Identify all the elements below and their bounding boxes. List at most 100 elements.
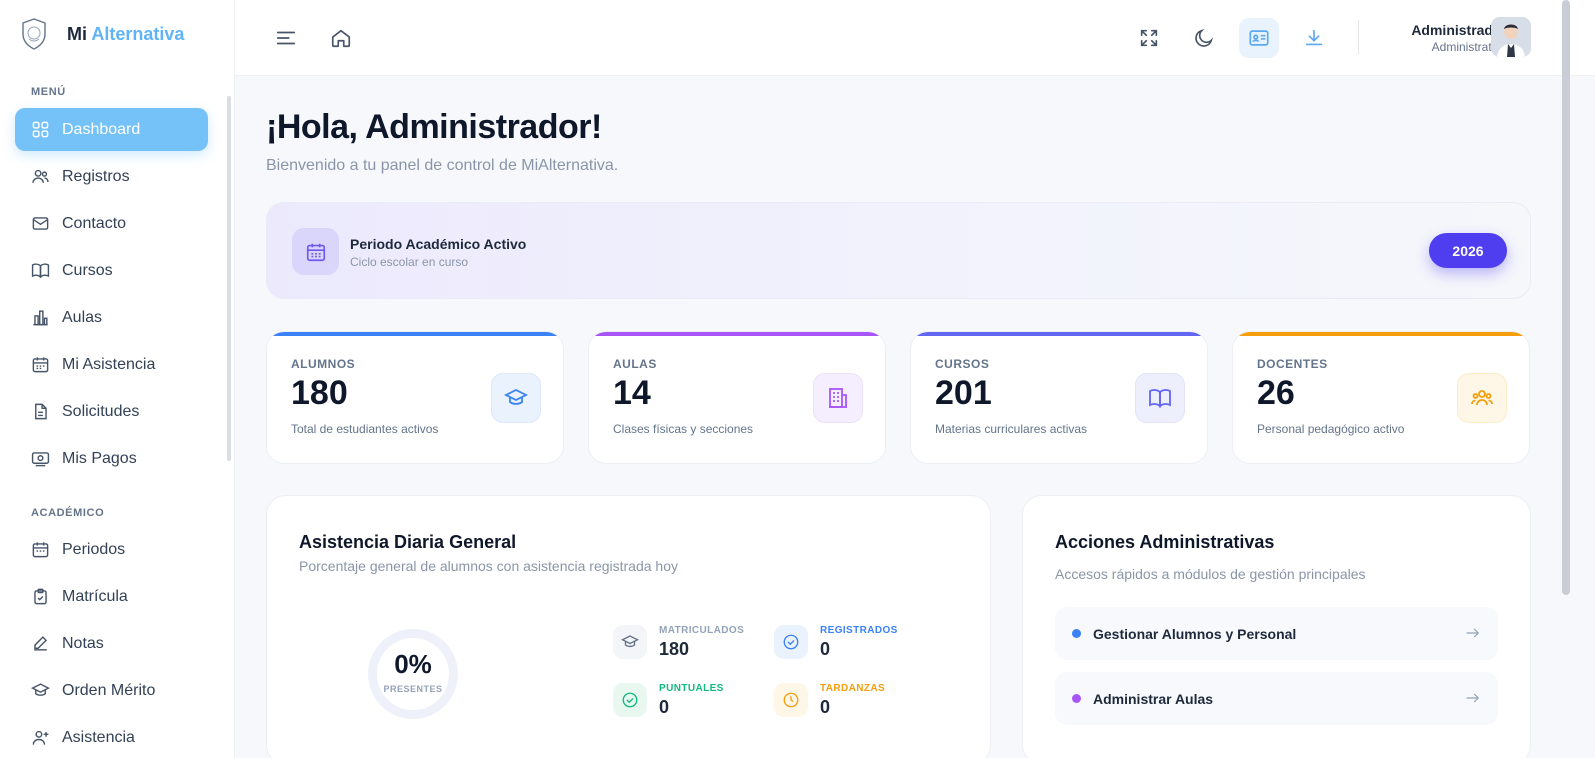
action-dot xyxy=(1072,629,1081,638)
file-icon xyxy=(35,403,47,420)
stat-card-cursos[interactable]: CURSOS 201 Materias curriculares activas xyxy=(910,331,1208,464)
page-scrollbar[interactable] xyxy=(1562,0,1570,595)
clock-icon xyxy=(783,692,799,708)
expand-icon xyxy=(1140,29,1158,47)
sidebar-item-registros[interactable]: Registros xyxy=(15,155,208,198)
metric-label: TARDANZAS xyxy=(820,683,886,694)
shield-logo-icon xyxy=(22,18,46,50)
action-label: Gestionar Alumnos y Personal xyxy=(1093,625,1297,642)
metric-icon-box xyxy=(613,683,647,717)
stat-value: 201 xyxy=(935,374,992,412)
sidebar-item-label: Dashboard xyxy=(62,120,141,138)
stat-description: Materias curriculares activas xyxy=(935,422,1088,436)
action-manage-students[interactable]: Gestionar Alumnos y Personal xyxy=(1055,607,1498,660)
stat-description: Clases físicas y secciones xyxy=(613,422,754,436)
sidebar-item-label: Solicitudes xyxy=(62,402,140,420)
sidebar-item-notas[interactable]: Notas xyxy=(15,622,208,665)
dark-mode-button[interactable] xyxy=(1184,18,1224,58)
sidebar-item-periodos[interactable]: Periodos xyxy=(15,528,208,571)
admin-actions-subtitle: Accesos rápidos a módulos de gestión pri… xyxy=(1055,566,1366,582)
metric-icon-box xyxy=(774,683,808,717)
stat-label: AULAS xyxy=(613,357,657,371)
period-year-button[interactable]: 2026 xyxy=(1429,233,1507,268)
metric-tardanzas: TARDANZAS 0 xyxy=(774,683,885,718)
sidebar-item-cursos[interactable]: Cursos xyxy=(15,249,208,292)
stat-value: 180 xyxy=(291,374,348,412)
sidebar-item-aulas[interactable]: Aulas xyxy=(15,296,208,339)
header-divider xyxy=(1358,20,1359,54)
sidebar-item-label: Asistencia xyxy=(62,728,135,746)
stat-accent-bar xyxy=(589,332,885,336)
stat-label: DOCENTES xyxy=(1257,357,1328,371)
brand[interactable]: Mi Alternativa xyxy=(20,17,184,51)
stat-description: Personal pedagógico activo xyxy=(1257,422,1405,436)
section-label-academico: ACADÉMICO xyxy=(31,507,105,519)
section-label-menu: MENÚ xyxy=(31,86,66,98)
attendance-percent: 0% xyxy=(394,649,432,679)
stat-card-alumnos[interactable]: ALUMNOS 180 Total de estudiantes activos xyxy=(266,331,564,464)
fullscreen-button[interactable] xyxy=(1129,18,1169,58)
sidebar-item-solicitudes[interactable]: Solicitudes xyxy=(15,390,208,433)
sidebar-item-asistencia[interactable]: Asistencia xyxy=(15,716,208,758)
menu-icon xyxy=(276,31,296,45)
sidebar-item-mi-asistencia[interactable]: Mi Asistencia xyxy=(15,343,208,386)
sidebar-item-mis-pagos[interactable]: Mis Pagos xyxy=(15,437,208,480)
check-circle-icon xyxy=(622,692,638,708)
sidebar: Mi Alternativa MENÚ Dashboard Registros … xyxy=(0,0,235,758)
building-chart-icon xyxy=(33,310,48,326)
book-icon xyxy=(1149,389,1171,408)
sidebar-item-label: Orden Mérito xyxy=(62,681,156,699)
book-icon xyxy=(31,263,50,279)
user-avatar-icon xyxy=(1491,17,1531,57)
user-plus-icon xyxy=(32,730,49,745)
metric-value: 0 xyxy=(659,697,670,717)
sidebar-scrollbar[interactable] xyxy=(227,96,231,461)
attendance-percent-label: PRESENTES xyxy=(383,684,443,694)
graduation-cap-icon xyxy=(621,635,639,648)
stat-accent-bar xyxy=(267,332,563,336)
download-button[interactable] xyxy=(1294,18,1334,58)
id-card-button[interactable] xyxy=(1239,18,1279,58)
user-role: Administrativo xyxy=(1431,40,1507,54)
graduation-cap-icon xyxy=(31,683,50,696)
sidebar-item-label: Mi Asistencia xyxy=(62,355,156,373)
stat-label: CURSOS xyxy=(935,357,990,371)
menu-toggle-button[interactable] xyxy=(266,18,306,58)
admin-actions-card: Acciones Administrativas Accesos rápidos… xyxy=(1022,495,1531,758)
money-icon xyxy=(31,452,50,467)
stat-icon-box xyxy=(1135,373,1185,423)
stat-icon-box xyxy=(813,373,863,423)
period-calendar-icon-box xyxy=(292,228,339,275)
stat-card-docentes[interactable]: DOCENTES 26 Personal pedagógico activo xyxy=(1232,331,1530,464)
stat-card-aulas[interactable]: AULAS 14 Clases físicas y secciones xyxy=(588,331,886,464)
user-name[interactable]: Administrador xyxy=(1411,22,1507,38)
metric-label: REGISTRADOS xyxy=(820,625,898,636)
sidebar-item-label: Mis Pagos xyxy=(62,449,137,467)
sidebar-item-matricula[interactable]: Matrícula xyxy=(15,575,208,618)
sidebar-item-contacto[interactable]: Contacto xyxy=(15,202,208,245)
check-circle-icon xyxy=(783,634,799,650)
action-label: Administrar Aulas xyxy=(1093,690,1214,707)
grid-icon xyxy=(32,121,49,138)
metric-value: 0 xyxy=(820,697,831,717)
sidebar-item-label: Aulas xyxy=(62,308,103,326)
admin-actions-title: Acciones Administrativas xyxy=(1055,532,1275,552)
calendar-icon xyxy=(32,542,49,558)
metric-label: MATRICULADOS xyxy=(659,625,745,636)
download-icon xyxy=(1305,29,1323,46)
graduation-cap-icon xyxy=(504,388,528,405)
avatar[interactable] xyxy=(1491,17,1531,57)
action-manage-classrooms[interactable]: Administrar Aulas xyxy=(1055,672,1498,725)
sidebar-item-dashboard[interactable]: Dashboard xyxy=(15,108,208,151)
sidebar-item-label: Matrícula xyxy=(62,587,128,605)
metric-icon-box xyxy=(774,625,808,659)
mail-icon xyxy=(32,217,49,230)
calendar-icon xyxy=(32,357,49,373)
metric-icon-box xyxy=(613,625,647,659)
sidebar-item-label: Periodos xyxy=(62,540,126,558)
metric-matriculados: MATRICULADOS 180 xyxy=(613,625,744,660)
stat-accent-bar xyxy=(1233,332,1529,336)
action-dot xyxy=(1072,694,1081,703)
home-button[interactable] xyxy=(321,18,361,58)
sidebar-item-orden-merito[interactable]: Orden Mérito xyxy=(15,669,208,712)
